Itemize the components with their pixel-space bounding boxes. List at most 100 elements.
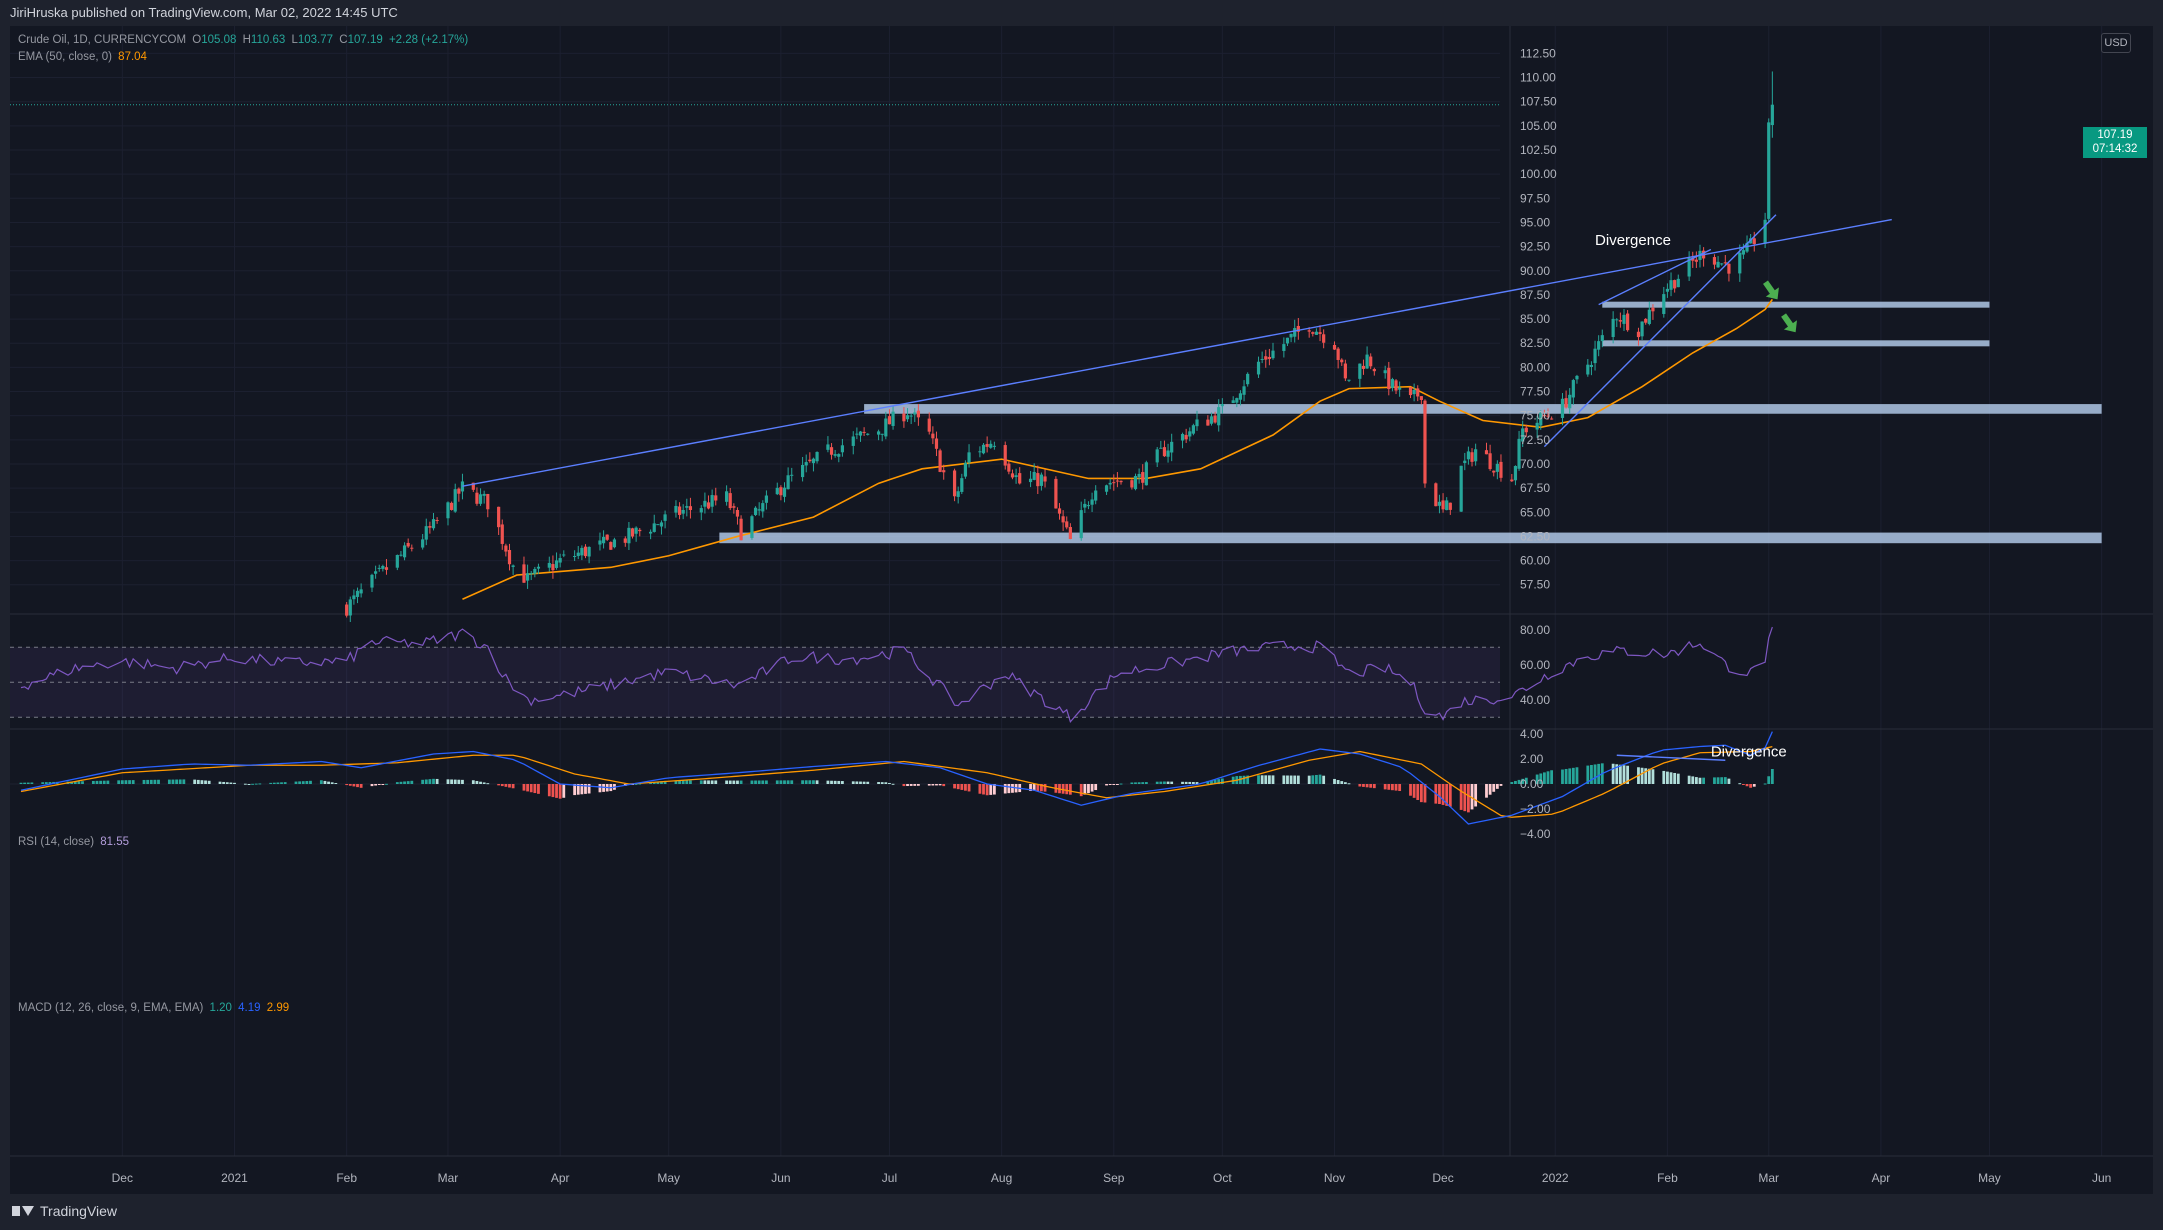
candle-body bbox=[1383, 370, 1387, 374]
macd-histogram-bar bbox=[1647, 768, 1651, 784]
macd-histogram-bar bbox=[301, 781, 305, 784]
macd-histogram-bar bbox=[1108, 784, 1112, 785]
candle-body bbox=[1108, 482, 1112, 485]
candle-body bbox=[1242, 386, 1246, 395]
candle-body bbox=[927, 418, 931, 432]
macd-histogram-bar bbox=[602, 784, 605, 792]
candle-body bbox=[699, 508, 703, 513]
candle-body bbox=[967, 452, 971, 463]
candle-body bbox=[1495, 463, 1499, 472]
macd-histogram-bar bbox=[1727, 778, 1731, 784]
macd-histogram-bar bbox=[167, 779, 171, 784]
macd-histogram-bar bbox=[862, 781, 866, 784]
candle-body bbox=[1488, 453, 1492, 470]
candle-body bbox=[804, 462, 808, 466]
candle-body bbox=[1513, 466, 1518, 481]
macd-hist-value: 1.20 bbox=[209, 1002, 232, 1014]
candle-body bbox=[406, 542, 410, 547]
candle-body bbox=[486, 493, 490, 510]
macd-histogram-bar bbox=[1586, 765, 1590, 784]
price-tick-label: 75.00 bbox=[1520, 409, 1550, 423]
macd-histogram-bar bbox=[1669, 772, 1673, 784]
macd-histogram-bar bbox=[576, 784, 580, 795]
time-tick-label: Feb bbox=[1657, 1171, 1678, 1185]
macd-histogram-bar bbox=[359, 784, 363, 788]
macd-histogram-bar bbox=[1170, 781, 1174, 784]
macd-histogram-bar bbox=[884, 782, 888, 784]
macd-legend: MACD (12, 26, close, 9, EMA, EMA) 1.20 4… bbox=[18, 1002, 292, 1014]
macd-divergence-label: Divergence bbox=[1711, 744, 1787, 761]
ema-line bbox=[462, 298, 1774, 600]
macd-histogram-bar bbox=[935, 784, 938, 786]
candle-body bbox=[837, 454, 841, 457]
candle-body bbox=[1318, 332, 1322, 334]
price-tick-label: 57.50 bbox=[1520, 578, 1550, 592]
macd-histogram-bar bbox=[1387, 784, 1391, 790]
macd-histogram-bar bbox=[1539, 773, 1543, 784]
macd-histogram-bar bbox=[91, 780, 95, 784]
rsi-value: 81.55 bbox=[100, 836, 130, 848]
candle-body bbox=[522, 564, 526, 583]
macd-histogram-bar bbox=[395, 782, 399, 784]
macd-histogram-bar bbox=[1575, 767, 1579, 784]
macd-histogram-bar bbox=[377, 784, 381, 785]
candle-body bbox=[1322, 334, 1326, 343]
macd-histogram-bar bbox=[1495, 784, 1499, 789]
candle-body bbox=[1188, 431, 1192, 437]
time-tick-label: Dec bbox=[1432, 1171, 1453, 1185]
macd-histogram-bar bbox=[656, 781, 660, 784]
macd-histogram-bar bbox=[1770, 769, 1774, 784]
time-tick-label: Mar bbox=[1758, 1171, 1779, 1185]
candle-body bbox=[1521, 428, 1525, 442]
candle-body bbox=[1434, 483, 1438, 507]
macd-histogram-bar bbox=[73, 781, 77, 784]
candle-body bbox=[525, 573, 530, 581]
candle-body bbox=[840, 445, 844, 453]
candle-body bbox=[1057, 508, 1062, 514]
candle-body bbox=[500, 524, 504, 544]
ema-legend: EMA (50, close, 0) 87.04 bbox=[18, 51, 150, 63]
macd-histogram-bar bbox=[102, 780, 106, 784]
macd-histogram-bar bbox=[128, 780, 131, 784]
price-tick-label: 85.00 bbox=[1520, 312, 1550, 326]
candle-body bbox=[978, 451, 982, 453]
macd-histogram-bar bbox=[1517, 779, 1521, 784]
candle-body bbox=[1723, 262, 1727, 264]
macd-histogram-bar bbox=[1322, 775, 1326, 784]
currency-button[interactable]: USD bbox=[2101, 33, 2131, 53]
bar-countdown: 07:14:32 bbox=[2092, 143, 2138, 155]
candle-body bbox=[902, 413, 906, 422]
candle-body bbox=[1119, 480, 1123, 483]
candle-body bbox=[1712, 257, 1717, 265]
macd-histogram-bar bbox=[1622, 765, 1626, 784]
macd-histogram-bar bbox=[765, 780, 768, 784]
candle-body bbox=[402, 545, 407, 558]
macd-histogram-bar bbox=[471, 780, 475, 784]
macd-histogram-bar bbox=[1003, 784, 1007, 794]
macd-histogram-bar bbox=[1571, 767, 1575, 784]
macd-histogram-bar bbox=[99, 780, 103, 784]
macd-histogram-bar bbox=[504, 784, 508, 787]
macd-histogram-bar bbox=[1134, 782, 1137, 784]
macd-histogram-bar bbox=[1561, 769, 1564, 784]
candle-body bbox=[1369, 356, 1373, 367]
tradingview-logo[interactable]: TradingView bbox=[12, 1203, 117, 1219]
macd-histogram-bar bbox=[1742, 784, 1745, 785]
candle-body bbox=[1231, 400, 1235, 404]
candle-body bbox=[1141, 472, 1145, 483]
tradingview-logo-icon bbox=[12, 1204, 34, 1218]
candle-body bbox=[981, 444, 986, 454]
price-tick-label: 77.50 bbox=[1520, 385, 1550, 399]
macd-histogram-bar bbox=[1391, 784, 1394, 791]
price-tick-label: 112.50 bbox=[1520, 46, 1556, 60]
chart-canvas[interactable]: 112.50 110.00 107.50 105.00 102.50 100.00 97.5… bbox=[10, 26, 2153, 1194]
candle-body bbox=[714, 495, 718, 501]
candle-body bbox=[1626, 313, 1630, 331]
candle-body bbox=[1593, 348, 1597, 364]
candle-body bbox=[1010, 473, 1015, 478]
candle-body bbox=[1184, 434, 1188, 440]
macd-tick-label: −4.00 bbox=[1520, 827, 1551, 841]
candle-body bbox=[674, 505, 678, 513]
macd-histogram-bar bbox=[1448, 784, 1452, 807]
candle-body bbox=[1564, 398, 1568, 408]
